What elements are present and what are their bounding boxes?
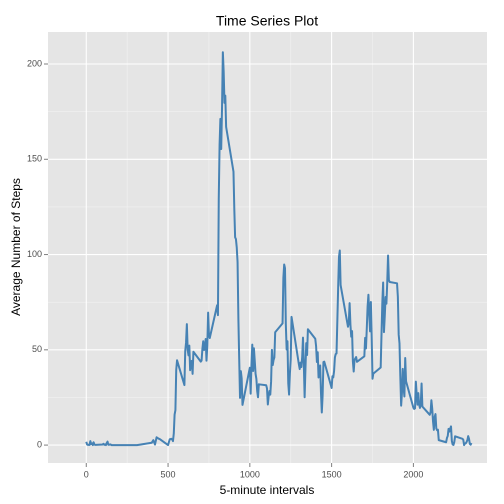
x-tick-label: 1000 xyxy=(240,469,260,479)
x-tick-label: 2000 xyxy=(403,469,423,479)
y-tick-label: 0 xyxy=(37,439,42,449)
data-line xyxy=(85,51,473,447)
y-tick-label: 150 xyxy=(27,154,42,164)
y-tick-label: 100 xyxy=(27,249,42,259)
chart-title: Time Series Plot xyxy=(216,13,318,29)
y-tick-label: 200 xyxy=(27,58,42,68)
x-axis-title: 5-minute intervals xyxy=(220,483,315,497)
y-axis-title: Average Number of Steps xyxy=(9,178,23,316)
x-tick-label: 1500 xyxy=(322,469,342,479)
y-tick-label: 50 xyxy=(32,344,42,354)
x-tick-label: 500 xyxy=(161,469,176,479)
x-tick-label: 0 xyxy=(84,469,89,479)
